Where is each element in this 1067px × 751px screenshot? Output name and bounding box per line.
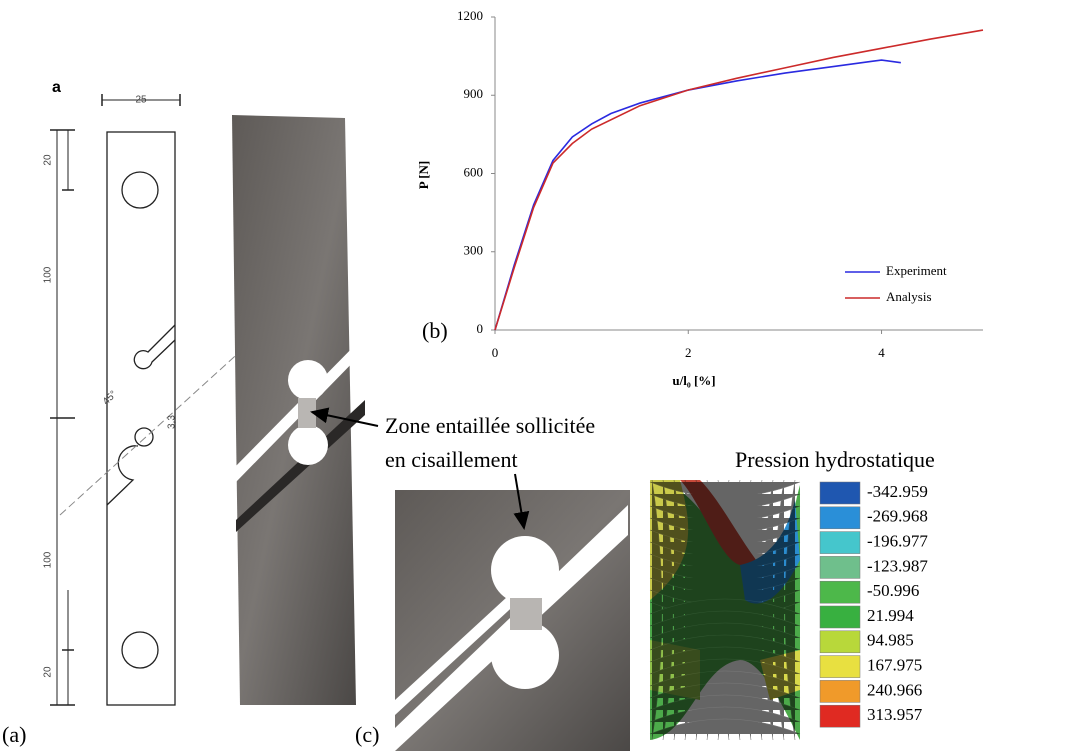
contour-legend: -342.959 -269.968 -196.977 -123.987 -50.996 2… [820, 482, 928, 727]
legend-swatch [820, 606, 860, 628]
legend-label: Analysis [886, 289, 932, 304]
specimen-photo [232, 115, 365, 705]
y-axis-label: P [N] [416, 161, 431, 190]
contour-value: -123.987 [867, 556, 928, 575]
contour-value: 313.957 [867, 705, 923, 724]
dimension-label: 20 [43, 154, 54, 166]
chart: 0 300 600 900 1200 0 2 4 u/l₀ [%] P [N] (b) Experim… [416, 8, 983, 388]
contour-value: 21.994 [867, 606, 914, 625]
dimension-label: 20 [43, 666, 54, 678]
y-tick-label: 300 [464, 243, 484, 258]
contour-value: 240.966 [867, 680, 922, 699]
contour-value: -342.959 [867, 482, 928, 501]
contour-value: -50.996 [867, 581, 919, 600]
dimension-label: 100 [43, 551, 54, 568]
dimension-label: 100 [43, 266, 54, 283]
fe-contour [648, 478, 800, 740]
legend-swatch [820, 656, 860, 678]
annotation: Zone entaillée sollicitée [385, 413, 595, 438]
x-tick-label: 2 [685, 345, 692, 360]
panel-label: (a) [2, 722, 26, 747]
y-tick-label: 600 [464, 164, 484, 179]
y-tick-label: 900 [464, 86, 484, 101]
contour-value: 94.985 [867, 631, 914, 650]
legend-swatch [820, 482, 860, 504]
panel-label: (b) [422, 318, 448, 343]
y-tick-label: 0 [477, 321, 484, 336]
figure: -342.959 -269.968 -196.977 -123.987 -50.996 2… [0, 0, 1067, 751]
legend-swatch [820, 705, 860, 727]
y-tick-label: 1200 [457, 8, 483, 23]
legend-swatch [820, 581, 860, 603]
x-tick-label: 4 [878, 345, 885, 360]
legend-swatch [820, 507, 860, 529]
contour-value: -269.968 [867, 507, 928, 526]
contour-value: -196.977 [867, 532, 928, 551]
legend-swatch [820, 532, 860, 554]
specimen-closeup [395, 490, 630, 751]
legend-swatch [820, 631, 860, 653]
dimension-label: 45° [101, 389, 119, 407]
x-tick-label: 0 [492, 345, 499, 360]
specimen-drawing [50, 94, 255, 705]
line-series [495, 30, 983, 330]
annotation: en cisaillement [385, 447, 518, 472]
panel-label: (c) [355, 722, 379, 747]
x-axis-label: u/l₀ [%] [672, 373, 715, 388]
contour-title: Pression hydrostatique [735, 447, 935, 472]
line-series [495, 60, 901, 330]
panel-letter: a [52, 79, 61, 96]
legend-label: Experiment [886, 263, 947, 278]
legend-swatch [820, 556, 860, 578]
contour-value: 167.975 [867, 656, 922, 675]
dimension-label: 25 [135, 95, 147, 106]
dimension-label: 3,3 [167, 415, 178, 429]
legend-swatch [820, 680, 860, 702]
